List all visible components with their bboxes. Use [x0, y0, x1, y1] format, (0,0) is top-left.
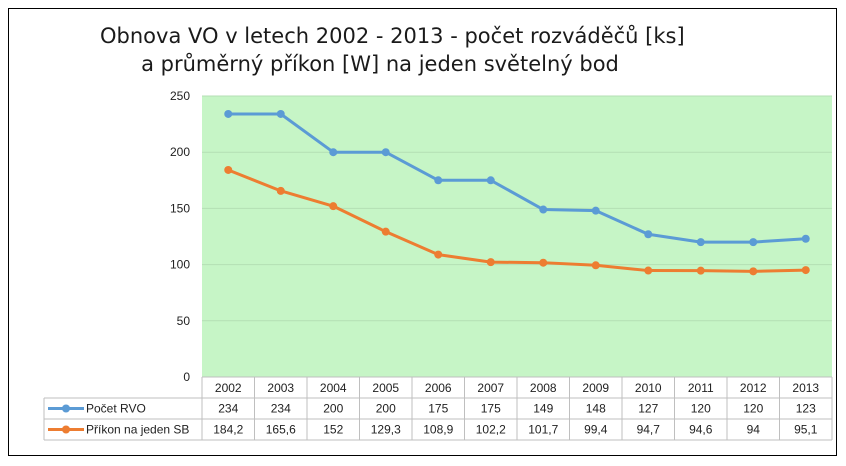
data-label: 95,1 — [794, 423, 818, 437]
x-tick-label: 2013 — [792, 381, 819, 395]
chart-title-line1: Obnova VO v letech 2002 - 2013 - počet r… — [100, 24, 685, 48]
data-label: 99,4 — [584, 423, 608, 437]
data-label: 120 — [743, 402, 763, 416]
series-line — [227, 168, 806, 273]
y-tick-label: 200 — [170, 145, 190, 159]
x-tick-label: 2007 — [477, 381, 504, 395]
x-tick-label: 2011 — [688, 381, 714, 395]
y-tick-label: 50 — [177, 314, 191, 328]
x-tick-label: 2002 — [215, 381, 242, 395]
x-tick-label: 2005 — [372, 381, 399, 395]
chart-title-line2: a průměrný příkon [W] na jeden světelný … — [141, 52, 619, 76]
x-tick-label: 2012 — [740, 381, 767, 395]
data-point — [381, 227, 390, 236]
data-point — [434, 250, 443, 259]
data-label: 94,6 — [689, 423, 713, 437]
data-point — [381, 148, 390, 157]
data-point — [644, 266, 653, 275]
data-label: 184,2 — [213, 423, 243, 437]
data-label: 108,9 — [423, 423, 453, 437]
data-point — [696, 266, 705, 275]
data-label: 165,6 — [266, 423, 296, 437]
data-point — [749, 238, 758, 247]
y-tick-label: 250 — [170, 89, 190, 103]
data-label: 175 — [481, 402, 501, 416]
data-label: 148 — [586, 402, 606, 416]
data-label: 149 — [533, 402, 553, 416]
data-point — [539, 205, 548, 214]
series-line — [228, 112, 806, 244]
data-label: 152 — [323, 423, 343, 437]
data-point — [539, 258, 548, 267]
data-point — [801, 234, 810, 243]
x-tick-label: 2004 — [320, 381, 347, 395]
legend-marker — [62, 425, 70, 434]
data-point — [591, 206, 600, 215]
data-label: 175 — [428, 402, 448, 416]
data-label: 127 — [638, 402, 658, 416]
plot-area — [202, 96, 832, 377]
data-point — [749, 267, 758, 276]
data-point — [276, 186, 285, 195]
data-label: 102,2 — [476, 423, 506, 437]
data-point — [591, 261, 600, 270]
data-point — [224, 165, 233, 174]
y-tick-label: 100 — [170, 258, 190, 272]
data-label: 129,3 — [371, 423, 401, 437]
x-tick-label: 2008 — [530, 381, 557, 395]
legend-label: Počet RVO — [86, 402, 146, 416]
x-tick-label: 2003 — [267, 381, 294, 395]
data-label: 101,7 — [528, 423, 558, 437]
data-point — [434, 176, 443, 185]
data-label: 234 — [271, 402, 291, 416]
data-point — [329, 148, 338, 157]
data-label: 200 — [323, 402, 343, 416]
data-point — [224, 109, 233, 118]
data-point — [276, 109, 285, 118]
chart-title: Obnova VO v letech 2002 - 2013 - počet r… — [100, 22, 685, 78]
data-point — [696, 238, 705, 247]
data-label: 123 — [796, 402, 816, 416]
data-point — [644, 230, 653, 239]
data-point — [801, 266, 810, 275]
data-point — [486, 258, 495, 267]
x-tick-label: 2006 — [425, 381, 452, 395]
data-label: 94,7 — [637, 423, 661, 437]
data-label: 94 — [747, 423, 761, 437]
y-tick-label: 0 — [183, 370, 190, 384]
x-tick-label: 2010 — [635, 381, 662, 395]
legend-marker — [62, 404, 70, 413]
data-point — [486, 176, 495, 185]
x-tick-label: 2009 — [582, 381, 609, 395]
data-label: 120 — [691, 402, 711, 416]
legend-label: Příkon na jeden SB — [86, 423, 189, 437]
data-label: 200 — [376, 402, 396, 416]
data-label: 234 — [218, 402, 238, 416]
data-point — [329, 202, 338, 211]
y-tick-label: 150 — [170, 201, 190, 215]
